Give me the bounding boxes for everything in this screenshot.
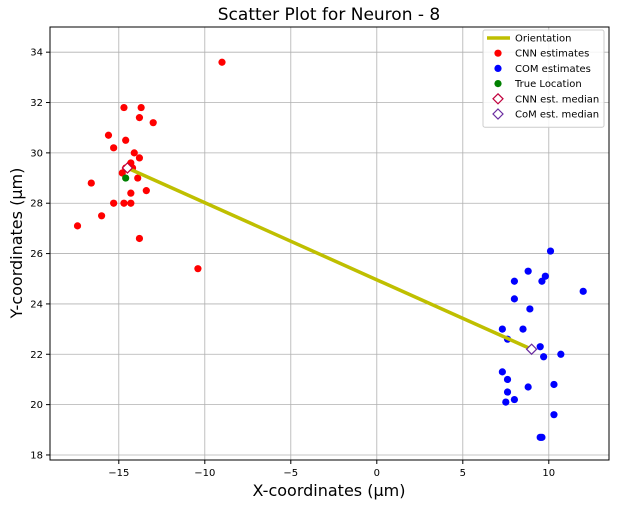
legend-label: Orientation bbox=[515, 34, 571, 45]
legend-box bbox=[482, 29, 605, 128]
cnn-estimate-point bbox=[118, 169, 126, 177]
cnn-estimate-point bbox=[127, 189, 135, 197]
x-tick-label: 0 bbox=[374, 468, 380, 479]
com-median-marker bbox=[525, 343, 538, 356]
y-tick-label: 24 bbox=[30, 299, 43, 310]
com-estimate-point bbox=[498, 368, 506, 376]
y-tick-label: 28 bbox=[30, 199, 43, 210]
cnn-estimate-point bbox=[218, 58, 226, 66]
legend-diamond-swatch bbox=[492, 92, 504, 105]
com-estimate-point bbox=[538, 277, 546, 285]
x-tick-label: −15 bbox=[108, 468, 129, 479]
com-estimate-point bbox=[550, 380, 558, 389]
legend-dot-swatch bbox=[494, 80, 502, 88]
cnn-estimate-point bbox=[110, 144, 118, 152]
legend-label: True Location bbox=[514, 79, 582, 90]
cnn-estimate-point bbox=[134, 174, 142, 182]
legend-label: CoM est. median bbox=[515, 110, 599, 121]
cnn-estimate-point bbox=[120, 199, 128, 207]
com-estimate-point bbox=[526, 305, 534, 313]
com-estimate-point bbox=[546, 247, 555, 255]
com-estimate-point bbox=[579, 287, 587, 295]
cnn-estimate-point bbox=[142, 187, 150, 195]
x-tick-label: −5 bbox=[283, 468, 298, 479]
cnn-estimate-point bbox=[73, 222, 82, 230]
y-tick-label: 26 bbox=[30, 249, 43, 260]
y-tick-label: 32 bbox=[30, 98, 43, 109]
com-estimate-point bbox=[502, 398, 510, 406]
cnn-estimate-point bbox=[149, 119, 157, 127]
legend: Orientation CNN estimates COM estimates Tru… bbox=[482, 29, 605, 128]
com-estimate-point bbox=[536, 343, 544, 351]
com-estimate-point bbox=[524, 267, 532, 275]
cnn-estimate-point bbox=[137, 103, 145, 112]
cnn-estimate-point bbox=[135, 114, 144, 122]
y-tick-label: 34 bbox=[30, 48, 43, 59]
y-tick-label: 18 bbox=[30, 450, 43, 461]
cnn-estimate-point bbox=[135, 234, 144, 243]
x-tick-label: 10 bbox=[542, 468, 555, 479]
com-estimate-point bbox=[510, 395, 518, 404]
com-estimate-point bbox=[557, 350, 565, 358]
x-tick-label: 5 bbox=[460, 468, 466, 479]
com-estimate-point bbox=[498, 325, 506, 333]
com-estimate-point bbox=[503, 388, 512, 396]
legend-dot-swatch bbox=[494, 49, 502, 57]
com-estimate-point bbox=[503, 375, 512, 384]
com-estimate-point bbox=[550, 411, 558, 419]
x-axis-label: X-coordinates (μm) bbox=[253, 481, 406, 500]
x-tick-label: −10 bbox=[194, 468, 215, 479]
y-tick-label: 30 bbox=[30, 148, 43, 159]
cnn-estimate-point bbox=[122, 136, 130, 144]
cnn-estimate-point bbox=[87, 179, 95, 187]
y-tick-label: 22 bbox=[30, 350, 43, 361]
cnn-median-marker bbox=[121, 162, 134, 174]
com-estimate-point bbox=[510, 277, 518, 285]
com-estimate-point bbox=[538, 433, 546, 441]
y-tick-label: 20 bbox=[30, 400, 43, 411]
cnn-estimate-point bbox=[194, 265, 202, 273]
axes-frame bbox=[49, 26, 610, 461]
com-estimate-point bbox=[524, 383, 532, 391]
true-location-point bbox=[122, 174, 130, 182]
com-estimate-point bbox=[519, 325, 527, 333]
cnn-estimate-point bbox=[135, 154, 144, 162]
com-estimate-point bbox=[541, 272, 549, 280]
cnn-estimate-point bbox=[127, 199, 135, 207]
com-estimate-point bbox=[510, 295, 518, 303]
legend-label: CNN estimates bbox=[515, 49, 589, 60]
legend-dot-swatch bbox=[494, 64, 502, 72]
cnn-estimate-point bbox=[130, 149, 138, 157]
y-axis-label: Y-coordinates (μm) bbox=[7, 168, 26, 320]
cnn-estimate-point bbox=[120, 103, 128, 112]
com-estimate-point bbox=[540, 353, 548, 361]
cnn-estimate-point bbox=[98, 212, 106, 220]
legend-label: COM estimates bbox=[515, 64, 591, 75]
cnn-estimate-point bbox=[104, 131, 113, 139]
orientation-line bbox=[126, 166, 533, 351]
chart-title: Scatter Plot for Neuron - 8 bbox=[218, 5, 440, 25]
cnn-estimate-point bbox=[110, 199, 118, 207]
legend-diamond-swatch bbox=[492, 108, 504, 120]
legend-label: CNN est. median bbox=[515, 94, 599, 105]
